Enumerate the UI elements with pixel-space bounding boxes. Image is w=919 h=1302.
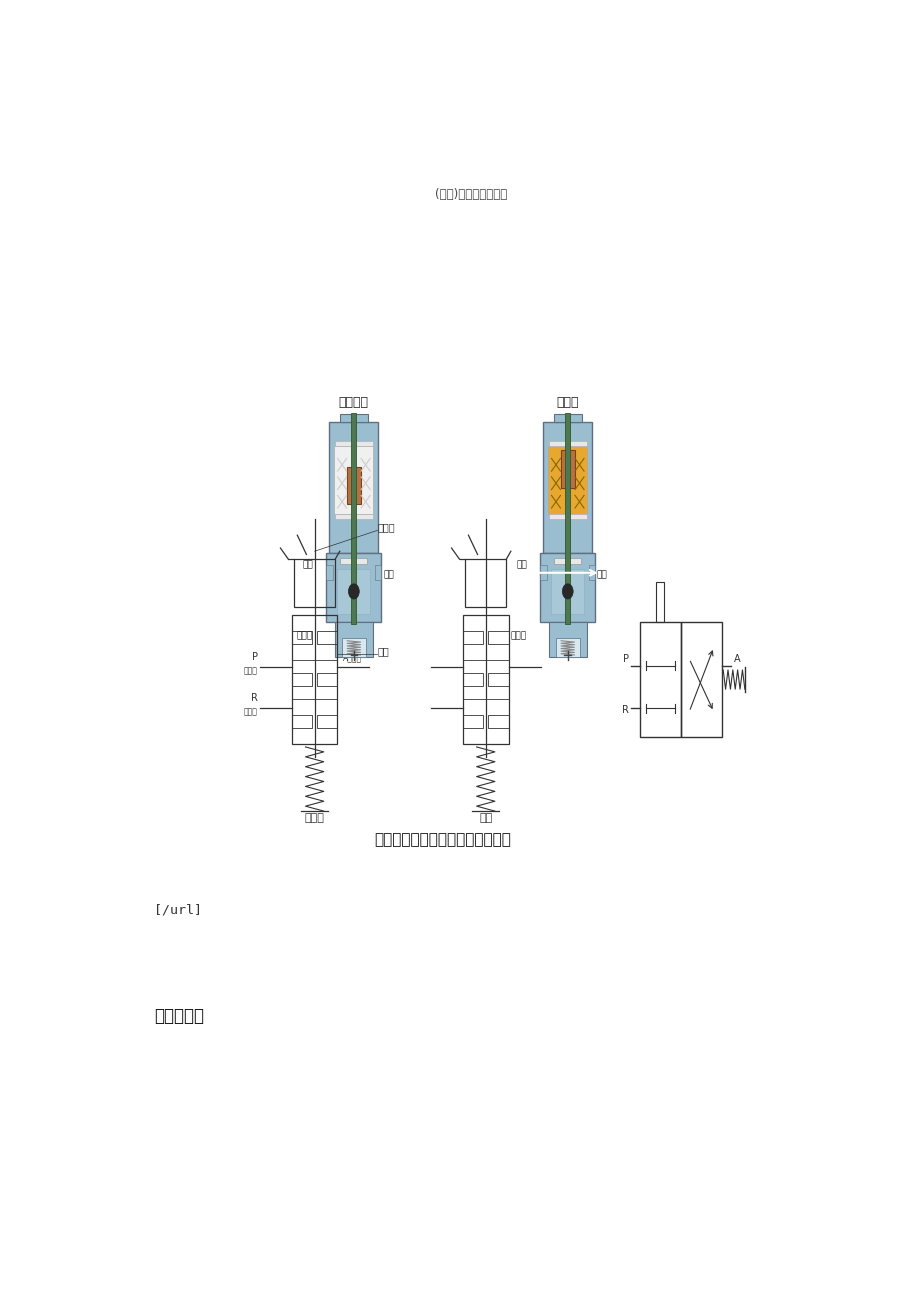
Bar <box>548 622 586 658</box>
Bar <box>294 560 335 607</box>
Bar <box>462 673 483 686</box>
Bar <box>542 422 592 553</box>
Text: 阀芯: 阀芯 <box>377 646 389 656</box>
Text: P: P <box>251 652 257 663</box>
Bar <box>291 631 312 644</box>
Circle shape <box>562 583 573 599</box>
Bar <box>487 715 508 728</box>
Bar <box>335 514 372 519</box>
Bar <box>326 565 333 581</box>
Bar <box>561 450 574 488</box>
Text: 通电: 通电 <box>479 812 492 823</box>
Bar <box>588 565 595 581</box>
Bar <box>335 440 372 445</box>
Bar <box>550 569 584 615</box>
Bar <box>316 673 337 686</box>
Bar <box>539 565 546 581</box>
Bar <box>342 638 366 658</box>
Bar <box>553 414 582 422</box>
Bar <box>539 553 595 622</box>
Text: R: R <box>251 694 257 703</box>
Text: (完整)电磁阀工作原理: (完整)电磁阀工作原理 <box>435 187 507 201</box>
Bar <box>564 413 570 624</box>
Text: 动作示意图: 动作示意图 <box>154 1008 204 1026</box>
Bar <box>462 715 483 728</box>
Bar <box>550 553 584 569</box>
Text: [/url]: [/url] <box>154 904 202 917</box>
Bar <box>340 559 367 564</box>
Bar <box>548 514 586 519</box>
Bar <box>555 638 579 658</box>
Bar <box>487 673 508 686</box>
Text: 排气口: 排气口 <box>510 631 527 639</box>
Bar <box>351 413 356 624</box>
Text: 通电时: 通电时 <box>556 396 578 409</box>
Text: 排气口: 排气口 <box>244 707 257 716</box>
Bar <box>487 631 508 644</box>
Bar <box>339 414 368 422</box>
Bar <box>291 715 312 728</box>
Bar <box>548 445 586 514</box>
Bar <box>462 631 483 644</box>
Text: R: R <box>621 706 628 715</box>
Bar <box>336 553 370 569</box>
Bar <box>326 553 380 622</box>
Bar <box>462 616 508 743</box>
Bar <box>375 565 380 581</box>
Bar <box>548 440 586 445</box>
Bar <box>465 560 505 607</box>
Text: 入口: 入口 <box>516 561 527 570</box>
Text: 非通电时: 非通电时 <box>338 396 369 409</box>
Bar <box>316 631 337 644</box>
Bar <box>334 445 373 514</box>
Text: 排气口: 排气口 <box>297 631 312 639</box>
Text: 入口: 入口 <box>302 561 312 570</box>
Bar <box>346 467 360 504</box>
Bar <box>335 622 373 658</box>
Text: A工作口: A工作口 <box>343 654 362 663</box>
Bar <box>291 616 337 743</box>
Bar <box>291 673 312 686</box>
Bar <box>337 569 370 615</box>
Text: 出口: 出口 <box>596 570 607 579</box>
Text: 非通电: 非通电 <box>304 812 324 823</box>
Bar <box>640 622 680 737</box>
Bar <box>316 715 337 728</box>
Bar <box>680 622 721 737</box>
Bar <box>553 559 581 564</box>
Bar <box>329 422 378 553</box>
Text: 供气口: 供气口 <box>244 667 257 676</box>
Circle shape <box>348 583 358 599</box>
Text: 单电控直动式电磁阀的动作原理图: 单电控直动式电磁阀的动作原理图 <box>374 832 511 848</box>
Text: 出口: 出口 <box>382 570 393 579</box>
Text: P: P <box>622 655 628 664</box>
Text: A: A <box>732 655 739 664</box>
Text: 电磁铁: 电磁铁 <box>377 522 394 533</box>
Bar <box>656 582 664 622</box>
